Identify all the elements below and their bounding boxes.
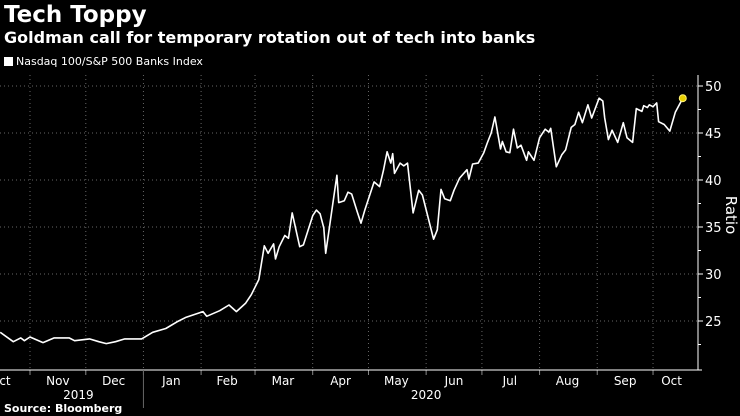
x-tick-label: Jun <box>444 374 464 388</box>
y-tick-label: 35 <box>705 221 722 236</box>
x-tick-label: May <box>384 374 409 388</box>
y-tick-label: 25 <box>705 315 722 330</box>
y-tick-label: 50 <box>705 80 722 95</box>
x-tick-label: Sep <box>614 374 637 388</box>
x-tick-label: Feb <box>217 374 238 388</box>
grid <box>0 75 698 370</box>
x-tick-label: Nov <box>46 374 69 388</box>
y-tick-label: 30 <box>705 268 722 283</box>
legend: Nasdaq 100/S&P 500 Banks Index <box>4 55 203 68</box>
x-tick-label: Jan <box>161 374 181 388</box>
x-tick-label: Aug <box>556 374 579 388</box>
y-tick-label: 40 <box>705 174 722 189</box>
x-tick-label: Oct <box>0 374 11 388</box>
chart-subtitle: Goldman call for temporary rotation out … <box>4 28 536 47</box>
x-tick-label: Mar <box>272 374 295 388</box>
source-note: Source: Bloomberg <box>4 402 123 415</box>
legend-label: Nasdaq 100/S&P 500 Banks Index <box>16 55 203 68</box>
x-year-label: 2019 <box>63 388 94 402</box>
x-tick-label: Dec <box>102 374 125 388</box>
y-axis-label: Ratio <box>722 196 740 235</box>
series-line <box>0 97 684 345</box>
legend-swatch <box>4 57 13 66</box>
chart-title: Tech Toppy <box>4 2 147 28</box>
y-tick-label: 45 <box>705 127 722 142</box>
series-line-group <box>0 94 687 345</box>
x-tick-label: Jul <box>502 374 517 388</box>
axes: 25 30 35 40 45 50 Ratio Oct Nov Dec Jan Feb Mar Apr Ma… <box>0 75 740 408</box>
x-year-label: 2020 <box>411 388 442 402</box>
last-value-marker <box>678 94 687 103</box>
x-tick-label: Oct <box>661 374 682 388</box>
x-tick-label: Apr <box>330 374 351 388</box>
